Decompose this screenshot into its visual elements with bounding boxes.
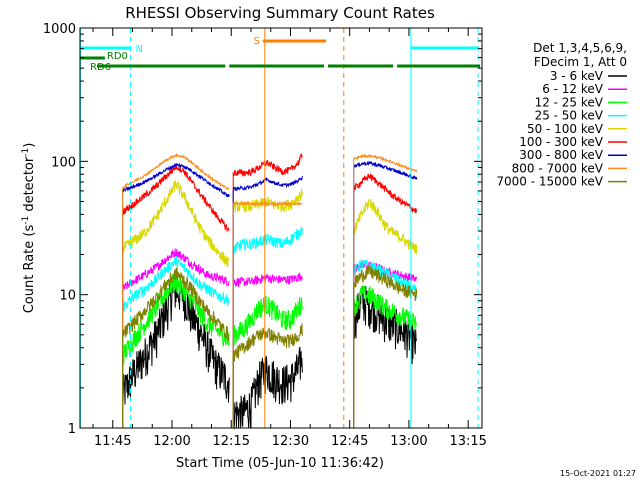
x-axis: 11:45 12:00 12:15 12:30 12:45 13:00 13:15: [92, 28, 487, 449]
x-tick-label-5: 13:00: [390, 434, 427, 449]
footer-date: 15-Oct-2021 01:27: [560, 469, 636, 478]
y-tick-label-1: 10: [59, 289, 76, 304]
series-line-7-seg-2: [353, 153, 418, 428]
series-layer: [122, 152, 418, 430]
series-line-4-seg-0: [122, 179, 230, 428]
series-6-12kev: [122, 248, 418, 428]
legend-label-1: 6 - 12 keV: [542, 82, 604, 96]
series-line-7-seg-1: [232, 200, 303, 428]
series-line-6-seg-0: [122, 162, 230, 428]
y-tick-label-3: 1000: [43, 22, 76, 37]
series-line-0-seg-2: [353, 285, 417, 428]
series-line-7-seg-0: [122, 153, 230, 428]
series-800-7000kev: [122, 153, 418, 428]
y-axis-label-end: ): [22, 143, 37, 148]
series-line-5-seg-2: [353, 173, 418, 428]
series-line-6-seg-1: [232, 175, 303, 428]
y-axis-label-mid: detector: [22, 156, 37, 216]
y-tick-label-0: 1: [68, 422, 76, 437]
series-line-0-seg-1: [232, 346, 303, 430]
series-line-3-seg-0: [122, 256, 230, 428]
series-300-800kev: [122, 160, 418, 428]
legend: Det 1,3,4,5,6,9, FDecim 1, Att 0 3 - 6 k…: [496, 41, 627, 189]
y-tick-label-2: 100: [51, 155, 76, 170]
legend-label-3: 25 - 50 keV: [535, 109, 604, 123]
series-line-8-seg-0: [122, 267, 230, 428]
x-tick-label-4: 12:45: [331, 434, 368, 449]
y-axis-label-main: Count Rate (s: [22, 225, 37, 314]
y-axis-label: Count Rate (s-1 detector-1): [21, 143, 37, 314]
x-tick-label-6: 13:15: [449, 434, 486, 449]
series-line-5-seg-0: [122, 163, 230, 428]
series-line-1-seg-1: [232, 272, 303, 428]
series-line-3-seg-1: [232, 226, 303, 428]
series-50-100kev: [122, 179, 418, 428]
legend-label-6: 300 - 800 keV: [519, 148, 603, 162]
y-axis: 1 10 100 1000: [43, 22, 482, 437]
series-line-1-seg-2: [353, 260, 418, 428]
flag-saa-label: S: [253, 36, 259, 47]
series-line-8-seg-1: [232, 323, 303, 428]
chart-title: RHESSI Observing Summary Count Rates: [125, 4, 435, 22]
y-axis-label-sup2: -1: [21, 148, 31, 157]
series-7000-15000kev: [122, 264, 418, 428]
legend-label-0: 3 - 6 keV: [550, 69, 604, 83]
legend-label-2: 12 - 25 keV: [535, 95, 604, 109]
series-3-6kev: [122, 275, 417, 430]
series-12-25kev: [122, 273, 418, 428]
legend-label-7: 800 - 7000 keV: [512, 161, 604, 175]
x-tick-label-1: 12:00: [153, 434, 190, 449]
x-tick-label-0: 11:45: [94, 434, 131, 449]
flag-night-label: N: [136, 44, 143, 55]
flag-rd0-label: RD0: [107, 51, 128, 62]
series-line-2-seg-2: [353, 285, 418, 428]
series-line-2-seg-1: [232, 295, 303, 428]
flag-rd6-label: RD6: [90, 62, 111, 73]
series-line-1-seg-0: [122, 248, 230, 428]
series-line-5-seg-1: [232, 152, 303, 428]
series-line-4-seg-1: [232, 188, 303, 428]
series-line-4-seg-2: [353, 198, 418, 428]
series-line-8-seg-2: [353, 264, 418, 428]
plot-frame: [79, 27, 483, 429]
x-tick-label-2: 12:15: [213, 434, 250, 449]
series-line-0-seg-0: [122, 275, 230, 428]
legend-header-2: FDecim 1, Att 0: [534, 55, 627, 69]
series-100-300kev: [122, 152, 418, 428]
legend-label-5: 100 - 300 keV: [519, 135, 603, 149]
x-tick-label-3: 12:30: [272, 434, 309, 449]
x-axis-label: Start Time (05-Jun-10 11:36:42): [176, 456, 384, 471]
legend-label-4: 50 - 100 keV: [527, 122, 604, 136]
series-line-6-seg-2: [353, 160, 418, 428]
legend-label-8: 7000 - 15000 keV: [496, 175, 603, 189]
legend-header-1: Det 1,3,4,5,6,9,: [533, 41, 627, 55]
y-axis-label-sup1: -1: [21, 216, 31, 225]
